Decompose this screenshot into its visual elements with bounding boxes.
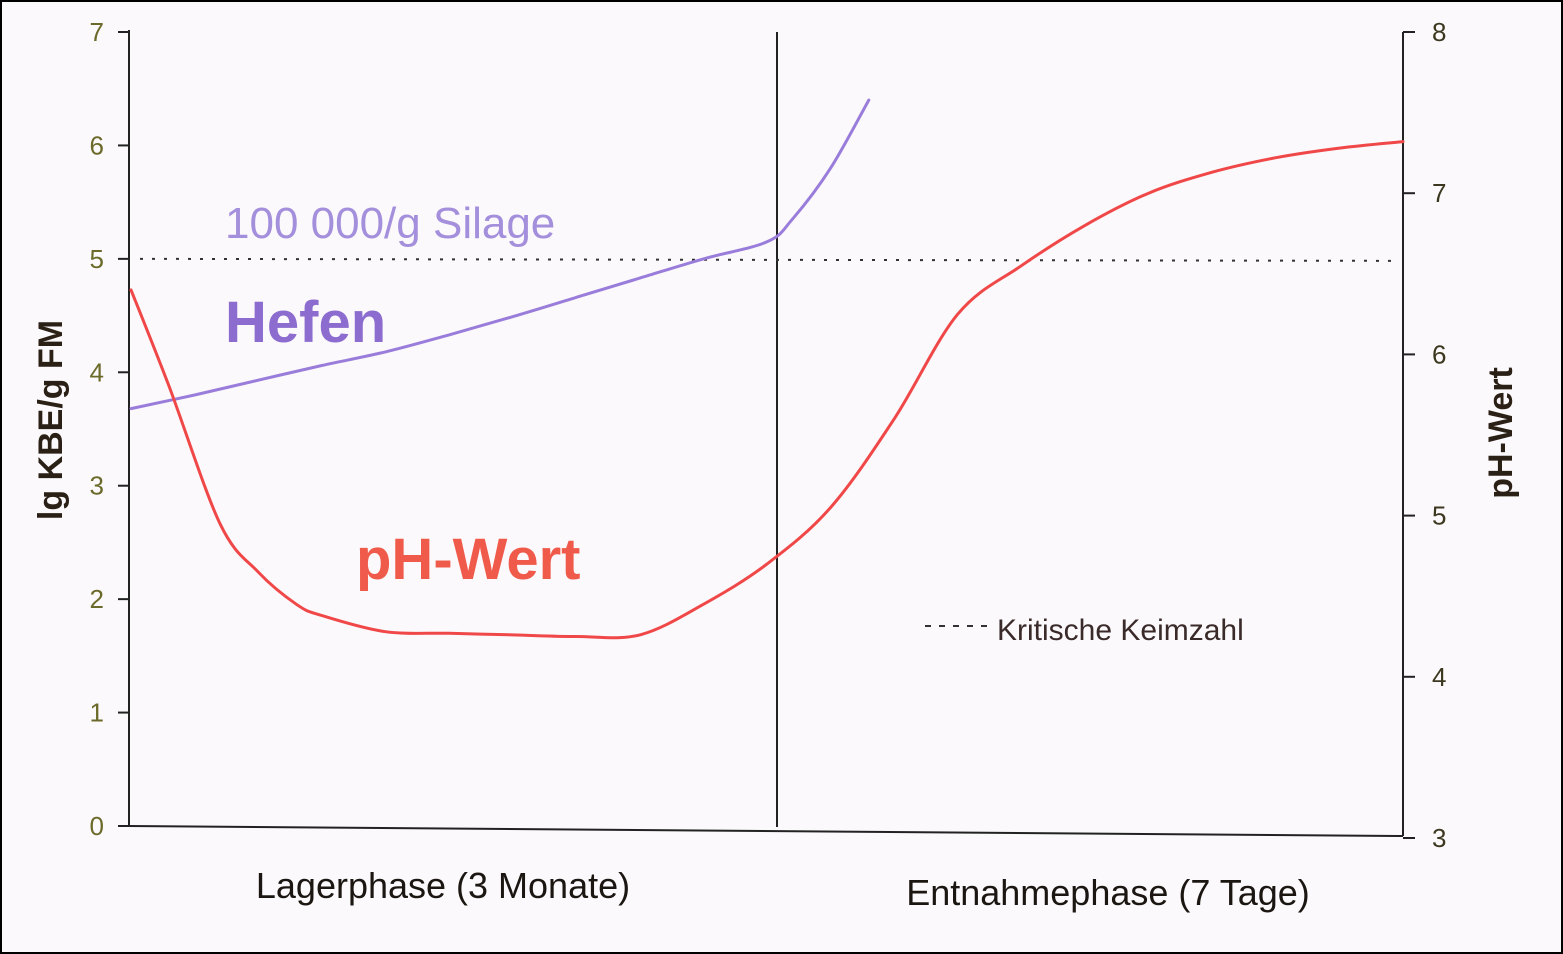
right-tick-label: 7 — [1432, 178, 1446, 208]
critical-level-line — [139, 257, 1401, 262]
legend-label-kritische-keimzahl: Kritische Keimzahl — [997, 614, 1244, 647]
right-tick-label: 6 — [1432, 339, 1446, 369]
right-tick-label: 8 — [1432, 17, 1446, 47]
left-tick-label: 2 — [90, 584, 104, 614]
left-tick-label: 0 — [90, 811, 104, 841]
series-label-ph-wert: pH-Wert — [356, 527, 580, 592]
phase-label-entnahmephase: Entnahmephase (7 Tage) — [906, 872, 1310, 913]
left-tick-label: 3 — [90, 471, 104, 501]
left-tick-label: 1 — [90, 698, 104, 728]
left-tick-label: 7 — [90, 17, 104, 47]
left-axis-title: lg KBE/g FM — [32, 320, 70, 520]
series-label-hefen: Hefen — [225, 290, 386, 355]
phase-label-lagerphase: Lagerphase (3 Monate) — [256, 865, 630, 906]
series-line-ph-wert — [129, 140, 1405, 640]
right-axis-title: pH-Wert — [1482, 367, 1520, 499]
left-tick-label: 4 — [90, 357, 104, 387]
right-tick-label: 5 — [1432, 501, 1446, 531]
left-tick-label: 6 — [90, 130, 104, 160]
annotation-100000-silage: 100 000/g Silage — [225, 199, 555, 248]
series-line-hefen — [129, 98, 871, 411]
left-tick-label: 5 — [90, 244, 104, 274]
right-tick-label: 3 — [1432, 823, 1446, 853]
bottom-axis-line — [128, 825, 1404, 837]
right-tick-label: 4 — [1432, 662, 1446, 692]
